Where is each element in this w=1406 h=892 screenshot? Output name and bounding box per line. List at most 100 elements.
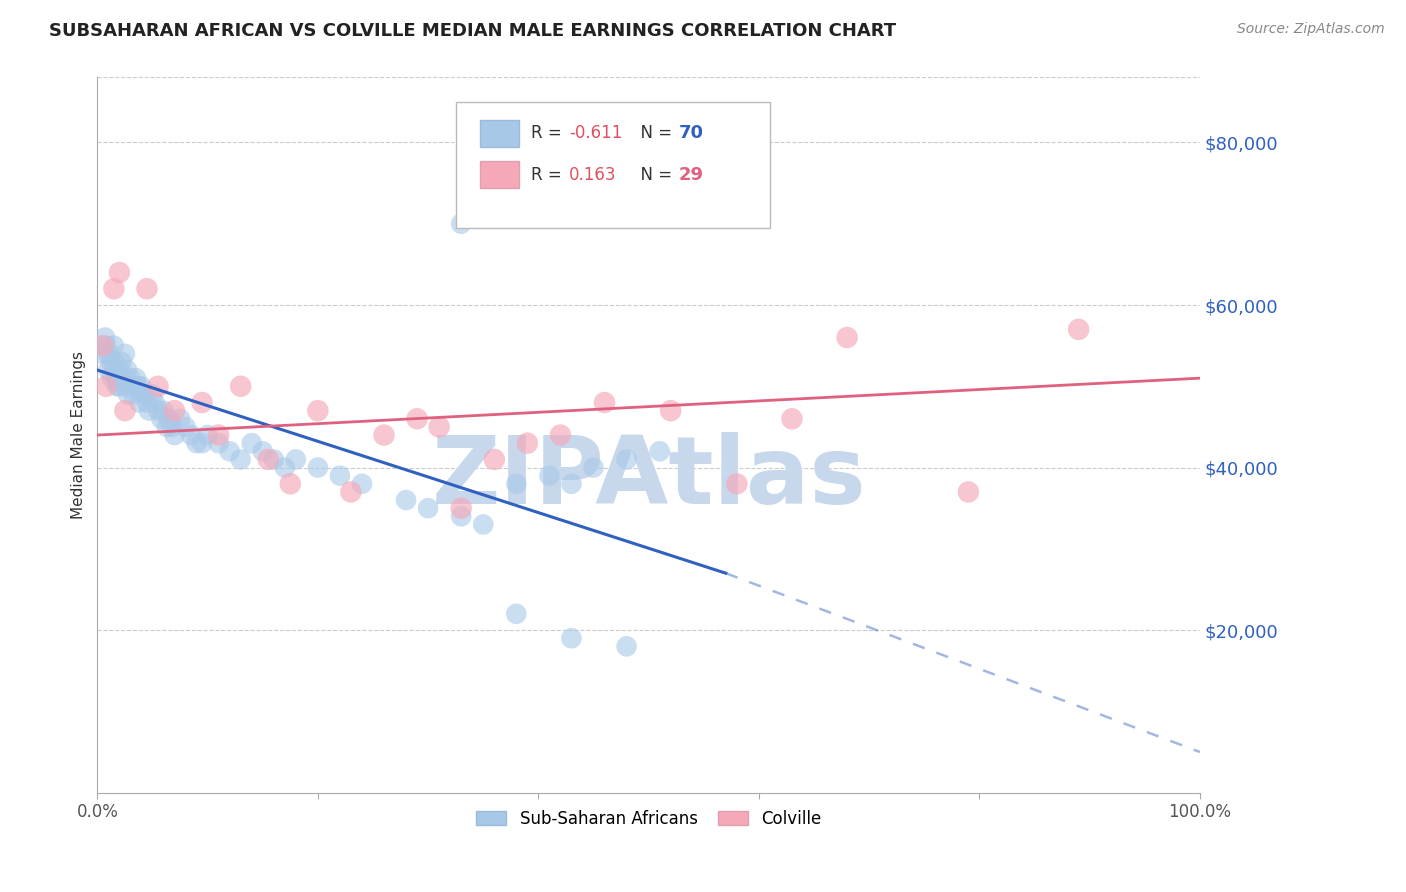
Point xyxy=(117,387,139,401)
Point xyxy=(105,371,128,385)
Point xyxy=(100,355,122,369)
Point xyxy=(96,338,118,352)
Point xyxy=(108,379,131,393)
Point xyxy=(122,387,145,401)
Point xyxy=(111,371,134,385)
FancyBboxPatch shape xyxy=(456,103,770,227)
Point xyxy=(186,436,208,450)
Point xyxy=(278,476,301,491)
Point xyxy=(207,428,229,442)
Point xyxy=(180,428,202,442)
Point xyxy=(96,379,118,393)
Point xyxy=(174,420,197,434)
Point xyxy=(157,411,180,425)
Text: 70: 70 xyxy=(679,124,703,142)
Point xyxy=(350,476,373,491)
Point xyxy=(593,395,616,409)
Point xyxy=(472,517,495,532)
Point xyxy=(136,395,159,409)
Text: 29: 29 xyxy=(679,166,703,184)
Text: SUBSAHARAN AFRICAN VS COLVILLE MEDIAN MALE EARNINGS CORRELATION CHART: SUBSAHARAN AFRICAN VS COLVILLE MEDIAN MA… xyxy=(49,22,897,40)
Point xyxy=(91,338,114,352)
Point xyxy=(307,403,329,417)
Point xyxy=(218,444,240,458)
Point xyxy=(128,395,150,409)
Point xyxy=(538,468,561,483)
Point xyxy=(191,395,214,409)
Text: ZIPAtlas: ZIPAtlas xyxy=(432,432,866,524)
Point xyxy=(560,632,582,646)
Point xyxy=(103,338,125,352)
Point xyxy=(197,428,219,442)
Point xyxy=(143,395,166,409)
Point xyxy=(136,282,159,296)
Point xyxy=(957,485,980,500)
Point xyxy=(307,460,329,475)
Point xyxy=(550,428,572,442)
Text: N =: N = xyxy=(630,124,678,142)
Point xyxy=(505,476,527,491)
Point xyxy=(150,411,173,425)
Point xyxy=(329,468,352,483)
Point xyxy=(229,379,252,393)
Point xyxy=(191,436,214,450)
Point xyxy=(114,403,136,417)
Point xyxy=(152,403,174,417)
Text: R =: R = xyxy=(530,124,567,142)
Point xyxy=(340,485,363,500)
Point xyxy=(427,420,450,434)
Point xyxy=(406,411,429,425)
Text: R =: R = xyxy=(530,166,572,184)
Bar xyxy=(479,161,519,188)
Point xyxy=(114,379,136,393)
Point xyxy=(516,436,538,450)
Point xyxy=(105,379,128,393)
Point xyxy=(252,444,274,458)
Point xyxy=(725,476,748,491)
Point xyxy=(131,379,153,393)
Point xyxy=(91,347,114,361)
Point xyxy=(120,371,142,385)
Point xyxy=(163,428,186,442)
Point xyxy=(138,403,160,417)
Point xyxy=(616,640,638,654)
Bar xyxy=(479,120,519,147)
Point xyxy=(835,330,858,344)
Point xyxy=(229,452,252,467)
Point xyxy=(505,607,527,621)
Point xyxy=(1067,322,1090,336)
Point xyxy=(110,355,132,369)
Point xyxy=(780,411,803,425)
Point xyxy=(659,403,682,417)
Point xyxy=(146,403,169,417)
Point xyxy=(163,403,186,417)
Point xyxy=(395,493,418,508)
Text: N =: N = xyxy=(630,166,678,184)
Point xyxy=(146,379,169,393)
Point xyxy=(616,452,638,467)
Point xyxy=(560,476,582,491)
Point xyxy=(582,460,605,475)
Text: Source: ZipAtlas.com: Source: ZipAtlas.com xyxy=(1237,22,1385,37)
Point xyxy=(115,363,138,377)
Point xyxy=(169,411,191,425)
Point xyxy=(162,420,184,434)
Point xyxy=(284,452,307,467)
Point xyxy=(97,363,120,377)
Point xyxy=(450,501,472,516)
Y-axis label: Median Male Earnings: Median Male Earnings xyxy=(72,351,86,519)
Point xyxy=(141,387,163,401)
Point xyxy=(156,420,179,434)
Point xyxy=(125,371,148,385)
Point xyxy=(103,282,125,296)
Point xyxy=(114,347,136,361)
Point xyxy=(263,452,285,467)
Point xyxy=(274,460,297,475)
Point xyxy=(132,387,155,401)
Point xyxy=(97,347,120,361)
Point xyxy=(207,436,229,450)
Point xyxy=(104,355,127,369)
Point xyxy=(108,265,131,279)
Point xyxy=(373,428,395,442)
Point xyxy=(648,444,671,458)
